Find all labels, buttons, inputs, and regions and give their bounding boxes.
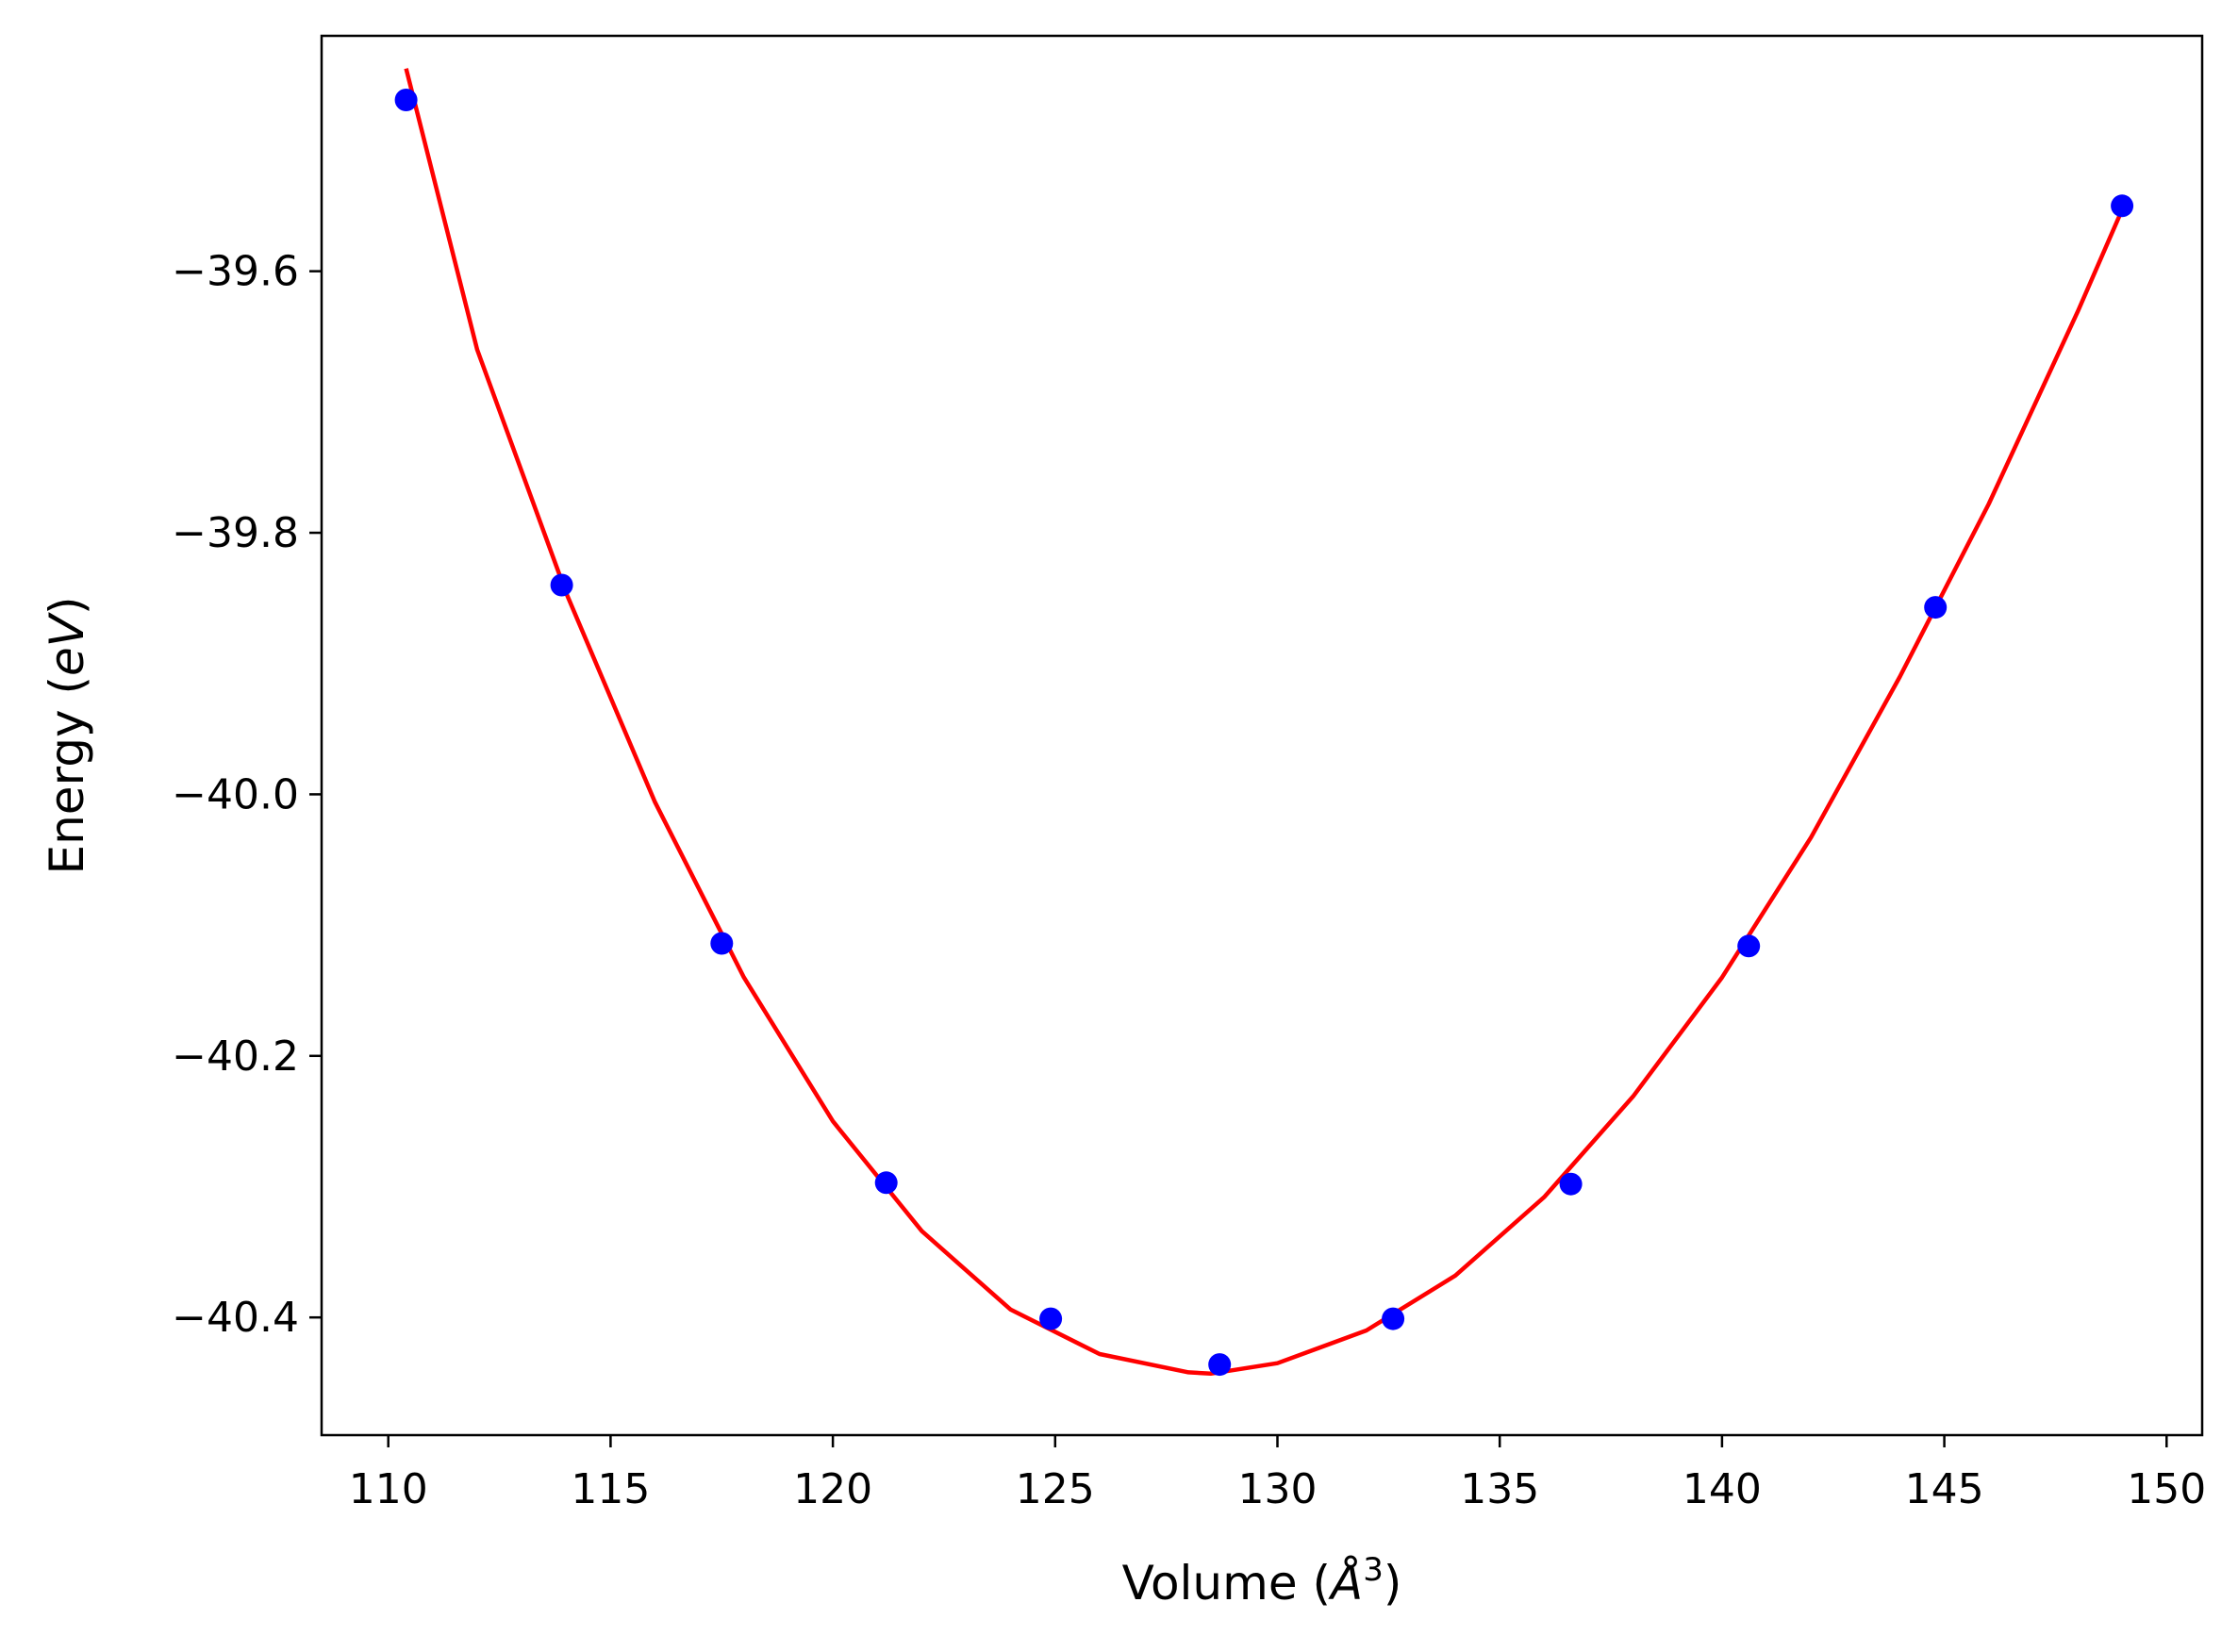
data-point [2111, 194, 2134, 218]
x-tick-label: 115 [571, 1465, 650, 1513]
y-axis-label: Energy (eV) [40, 597, 94, 875]
data-point [1737, 934, 1761, 958]
plot-area-frame [320, 34, 2204, 1437]
data-point [1382, 1307, 1405, 1330]
data-point [1924, 596, 1948, 620]
x-tick-label: 120 [793, 1465, 872, 1513]
data-point [710, 932, 734, 955]
data-point [1559, 1172, 1583, 1196]
data-point [550, 573, 573, 597]
data-point [394, 89, 418, 111]
plot-marks [394, 68, 2134, 1377]
y-tick-label: −40.2 [172, 1032, 299, 1081]
x-tick-label: 110 [349, 1465, 428, 1513]
fit-curve [404, 68, 2125, 1377]
x-axis-ticks: 110 115 120 125 130 135 140 145 150 [349, 1435, 2206, 1513]
x-tick-label: 125 [1016, 1465, 1095, 1513]
y-tick-label: −40.4 [172, 1294, 299, 1342]
x-axis-label: Volume (Å3) [1122, 1551, 1402, 1611]
y-axis-ticks: −39.6 −39.8 −40.0 −40.2 −40.4 [172, 248, 322, 1342]
x-tick-label: 145 [1905, 1465, 1984, 1513]
data-point [874, 1171, 898, 1195]
data-point [1208, 1353, 1232, 1377]
x-tick-label: 130 [1238, 1465, 1318, 1513]
x-tick-label: 150 [2127, 1465, 2206, 1513]
data-point [1039, 1307, 1063, 1330]
x-tick-label: 135 [1460, 1465, 1539, 1513]
y-tick-label: −39.8 [172, 509, 299, 557]
y-tick-label: −39.6 [172, 248, 299, 296]
x-tick-label: 140 [1683, 1465, 1762, 1513]
y-tick-label: −40.0 [172, 770, 299, 818]
